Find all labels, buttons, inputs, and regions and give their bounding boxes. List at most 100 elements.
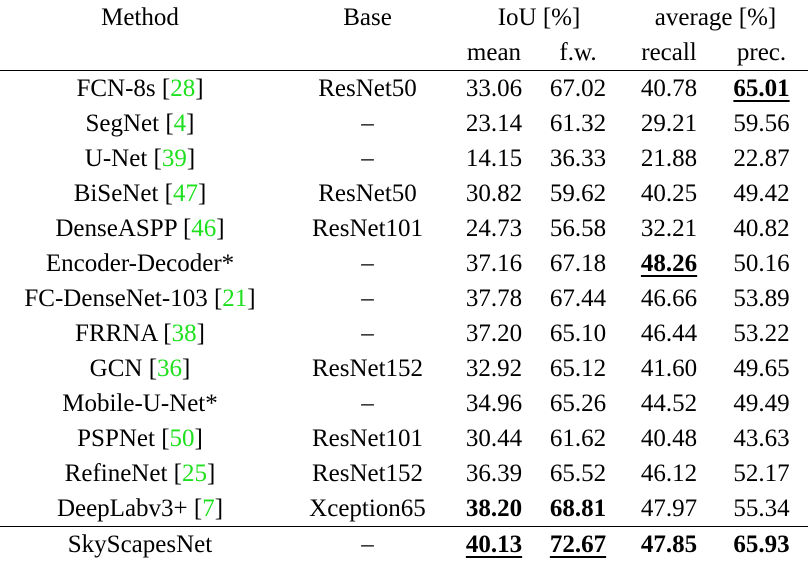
header-method: Method [101, 3, 179, 31]
table-row: SkyScapesNet – 40.13 72.67 47.85 65.93 [0, 526, 808, 561]
citation-link[interactable]: 47 [172, 180, 198, 207]
recall-value: 44.52 [640, 390, 698, 417]
table-row: FC-DenseNet-103 [21] – 37.78 67.44 46.66 53.8… [0, 281, 808, 316]
recall-value: 46.12 [640, 460, 698, 487]
citation-link[interactable]: 4 [173, 110, 187, 137]
method-name: RefineNet [64, 460, 168, 487]
mean-cell: 30.44 [455, 421, 533, 456]
recall-value: 40.48 [640, 425, 698, 452]
recall-cell: 29.21 [623, 106, 715, 141]
citation-link[interactable]: 28 [170, 75, 196, 102]
table-row: U-Net [39] – 14.15 36.33 21.88 22.87 [0, 141, 808, 176]
method-name: PSPNet [77, 425, 155, 452]
mean-cell: 24.73 [455, 211, 533, 246]
citation-link[interactable]: 21 [222, 285, 248, 312]
mean-value: 37.20 [465, 320, 523, 347]
table-body: FCN-8s [28] ResNet50 33.06 67.02 40.78 65.01 S… [0, 71, 808, 561]
base-value: ResNet50 [318, 75, 417, 102]
table-row: DenseASPP [46] ResNet101 24.73 56.58 32.21 40… [0, 211, 808, 246]
recall-cell: 40.78 [623, 71, 715, 107]
prec-value: 65.01 [733, 75, 790, 102]
recall-cell: 41.60 [623, 351, 715, 386]
citation-link[interactable]: 38 [171, 320, 197, 347]
method-name: SegNet [85, 110, 160, 137]
fw-value: 67.44 [549, 285, 607, 312]
mean-value: 38.20 [465, 495, 523, 522]
method-cell: FCN-8s [28] [76, 75, 204, 102]
fw-cell: 65.12 [533, 351, 623, 386]
citation-link[interactable]: 39 [161, 145, 187, 172]
base-cell: – [280, 386, 455, 421]
table-row: Encoder-Decoder* – 37.16 67.18 48.26 50.16 [0, 246, 808, 281]
citation-link[interactable]: 50 [169, 425, 195, 452]
fw-cell: 65.52 [533, 456, 623, 491]
table-row: BiSeNet [47] ResNet50 30.82 59.62 40.25 49.42 [0, 176, 808, 211]
base-value: ResNet101 [311, 215, 424, 242]
base-cell: ResNet101 [280, 211, 455, 246]
base-value: ResNet101 [311, 425, 424, 452]
table-row: GCN [36] ResNet152 32.92 65.12 41.60 49.65 [0, 351, 808, 386]
fw-cell: 65.26 [533, 386, 623, 421]
method-cell: Mobile-U-Net* [0, 386, 280, 421]
method-cell: GCN [36] [89, 355, 191, 382]
prec-value: 53.89 [733, 285, 790, 312]
fw-value: 61.62 [549, 425, 607, 452]
base-cell: ResNet101 [280, 421, 455, 456]
fw-value: 65.26 [549, 390, 607, 417]
recall-value: 40.25 [640, 180, 698, 207]
method-cell: PSPNet [50] [77, 425, 203, 452]
recall-cell: 46.12 [623, 456, 715, 491]
fw-cell: 56.58 [533, 211, 623, 246]
citation-link[interactable]: 7 [202, 495, 215, 522]
mean-value: 23.14 [465, 110, 523, 137]
recall-value: 47.97 [640, 495, 698, 522]
method-name: GCN [89, 355, 143, 382]
method-cell: Encoder-Decoder* [0, 246, 280, 281]
fw-cell: 61.62 [533, 421, 623, 456]
base-cell: – [280, 316, 455, 351]
base-value: – [361, 145, 374, 172]
method-name: FCN-8s [76, 75, 156, 102]
mean-cell: 37.16 [455, 246, 533, 281]
prec-value: 49.65 [733, 355, 790, 382]
recall-cell: 21.88 [623, 141, 715, 176]
prec-value: 49.42 [733, 180, 790, 207]
prec-cell: 65.93 [715, 526, 808, 561]
mean-cell: 36.39 [455, 456, 533, 491]
base-value: Xception65 [309, 495, 426, 522]
header-prec: prec. [715, 34, 808, 71]
method-name: DeepLabv3+ [56, 495, 188, 522]
recall-value: 48.26 [640, 250, 698, 277]
mean-cell: 23.14 [455, 106, 533, 141]
method-cell: BiSeNet [47] [73, 180, 207, 207]
base-cell: – [280, 106, 455, 141]
base-cell: ResNet152 [280, 351, 455, 386]
mean-cell: 34.96 [455, 386, 533, 421]
prec-cell: 49.49 [715, 386, 808, 421]
prec-cell: 49.65 [715, 351, 808, 386]
mean-value: 24.73 [465, 215, 523, 242]
mean-cell: 40.13 [455, 526, 533, 561]
method-name: FC-DenseNet-103 [24, 285, 208, 312]
header-fw: f.w. [533, 34, 624, 71]
recall-cell: 40.48 [623, 421, 715, 456]
fw-value: 67.02 [549, 75, 607, 102]
citation-link[interactable]: 46 [191, 215, 217, 242]
citation-link[interactable]: 25 [181, 460, 207, 487]
prec-value: 22.87 [733, 145, 790, 172]
base-value: ResNet152 [311, 460, 424, 487]
fw-cell: 67.44 [533, 281, 623, 316]
mean-cell: 14.15 [455, 141, 533, 176]
table-row: SegNet [4] – 23.14 61.32 29.21 59.56 [0, 106, 808, 141]
prec-cell: 65.01 [715, 71, 808, 107]
prec-value: 59.56 [733, 110, 790, 137]
fw-cell: 61.32 [533, 106, 623, 141]
mean-value: 14.15 [465, 145, 523, 172]
mean-cell: 32.92 [455, 351, 533, 386]
base-cell: Xception65 [280, 491, 455, 527]
fw-value: 67.18 [549, 250, 607, 277]
citation-link[interactable]: 36 [157, 355, 183, 382]
prec-value: 52.17 [733, 460, 790, 487]
base-value: – [361, 530, 374, 558]
